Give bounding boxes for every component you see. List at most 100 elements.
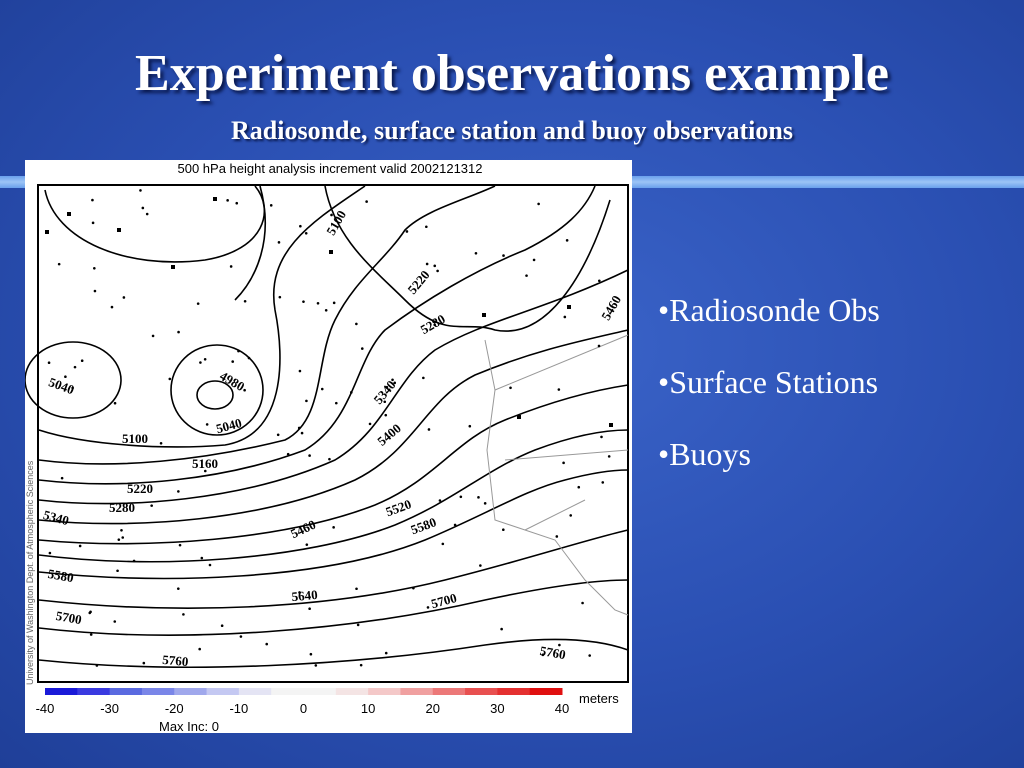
observation-dot: [235, 201, 239, 205]
observation-dot: [459, 495, 463, 499]
observation-dot: [132, 559, 136, 563]
observation-dot: [116, 569, 119, 573]
observation-dot: [247, 356, 251, 360]
colorbar-segment: [432, 688, 466, 695]
bullet: •Radiosonde Obs: [658, 292, 880, 328]
observation-dot: [151, 334, 155, 338]
radiosonde-dot: [482, 313, 486, 317]
observation-dot: [205, 423, 209, 426]
observation-dot: [199, 361, 202, 364]
contour: [44, 185, 266, 263]
observation-dot: [477, 496, 480, 499]
observation-dot: [93, 267, 96, 270]
contour: [38, 185, 366, 448]
observation-dot: [237, 349, 240, 353]
observation-dot: [324, 309, 328, 312]
observation-dot: [203, 357, 207, 361]
contour-label: 5700: [55, 608, 83, 627]
observation-dot: [328, 457, 331, 461]
observation-dot: [365, 200, 368, 203]
colorbar-segment: [206, 688, 240, 695]
observation-dot: [231, 360, 235, 363]
observation-dot: [182, 613, 185, 616]
colorbar-tick-label: 10: [361, 701, 375, 716]
observation-dot: [384, 651, 388, 655]
observation-dot: [139, 189, 142, 192]
map-frame: [37, 184, 629, 683]
observation-dot: [95, 664, 99, 667]
slide-title: Experiment observations example: [135, 45, 889, 102]
observation-dot: [479, 564, 482, 567]
observation-dot: [80, 359, 84, 363]
observation-dot: [57, 262, 61, 266]
observation-dot: [117, 538, 121, 541]
contour: [38, 185, 596, 485]
observation-dot: [276, 433, 280, 437]
observation-dot: [316, 301, 320, 305]
colorbar-segment: [238, 688, 272, 695]
observation-dot: [121, 536, 125, 539]
observation-dot: [298, 369, 302, 373]
observation-dot: [178, 543, 182, 547]
observation-dot: [597, 344, 601, 348]
observation-dot: [558, 643, 561, 647]
colorbar-note: Max Inc: 0: [159, 719, 219, 733]
observation-dot: [555, 535, 559, 538]
observation-dot: [360, 347, 364, 350]
observation-dot: [120, 528, 123, 532]
bullet: •Surface Stations: [658, 364, 879, 400]
observation-dot: [142, 661, 146, 665]
contour: [38, 329, 629, 525]
observation-dot: [64, 375, 67, 379]
radiosonde-dot: [213, 197, 217, 201]
radiosonde-dot: [45, 230, 49, 234]
observation-dot: [141, 206, 145, 210]
observation-dot: [441, 542, 445, 546]
observation-dot: [557, 388, 561, 391]
observation-dot: [73, 365, 77, 369]
colorbar-segment: [77, 688, 111, 695]
observation-dot: [565, 239, 569, 242]
observation-dot: [113, 401, 117, 405]
observation-dot: [177, 330, 180, 334]
observation-dot: [500, 627, 503, 631]
observation-dot: [304, 231, 308, 235]
colorbar-segment: [109, 688, 143, 695]
observation-dot: [71, 386, 74, 390]
observation-dot: [355, 322, 358, 326]
contour-label: 5220: [127, 481, 153, 496]
observation-dot: [355, 587, 358, 591]
observation-dot: [297, 426, 301, 430]
observation-dot: [91, 198, 94, 202]
observation-dot: [243, 299, 247, 303]
observation-dot: [48, 551, 52, 555]
observation-dot: [425, 262, 429, 266]
observation-dot: [277, 241, 281, 244]
observation-dot: [305, 543, 309, 546]
observation-dot: [405, 230, 409, 233]
contour-label: 5580: [47, 566, 75, 585]
contour: [38, 638, 629, 669]
observation-dot: [334, 401, 338, 405]
observation-dot: [177, 490, 180, 493]
contour: [38, 429, 629, 563]
contours: [25, 185, 629, 669]
colorbar-tick-label: -20: [165, 701, 184, 716]
observation-dot: [438, 499, 442, 502]
observation-dot: [305, 399, 308, 403]
observation-dot: [302, 300, 305, 303]
observation-dot: [239, 635, 243, 638]
observation-dot: [607, 455, 611, 458]
observation-dot: [502, 254, 505, 257]
observation-dot: [320, 387, 324, 391]
observation-dot: [525, 274, 528, 277]
observation-dot: [286, 452, 290, 456]
colorbar-segment: [335, 688, 369, 695]
observation-dot: [601, 481, 605, 484]
observation-dot: [468, 424, 472, 428]
observation-dot: [453, 523, 457, 527]
colorbar-segment: [45, 688, 78, 695]
colorbar-segment: [174, 688, 208, 695]
observation-dot: [509, 386, 512, 390]
